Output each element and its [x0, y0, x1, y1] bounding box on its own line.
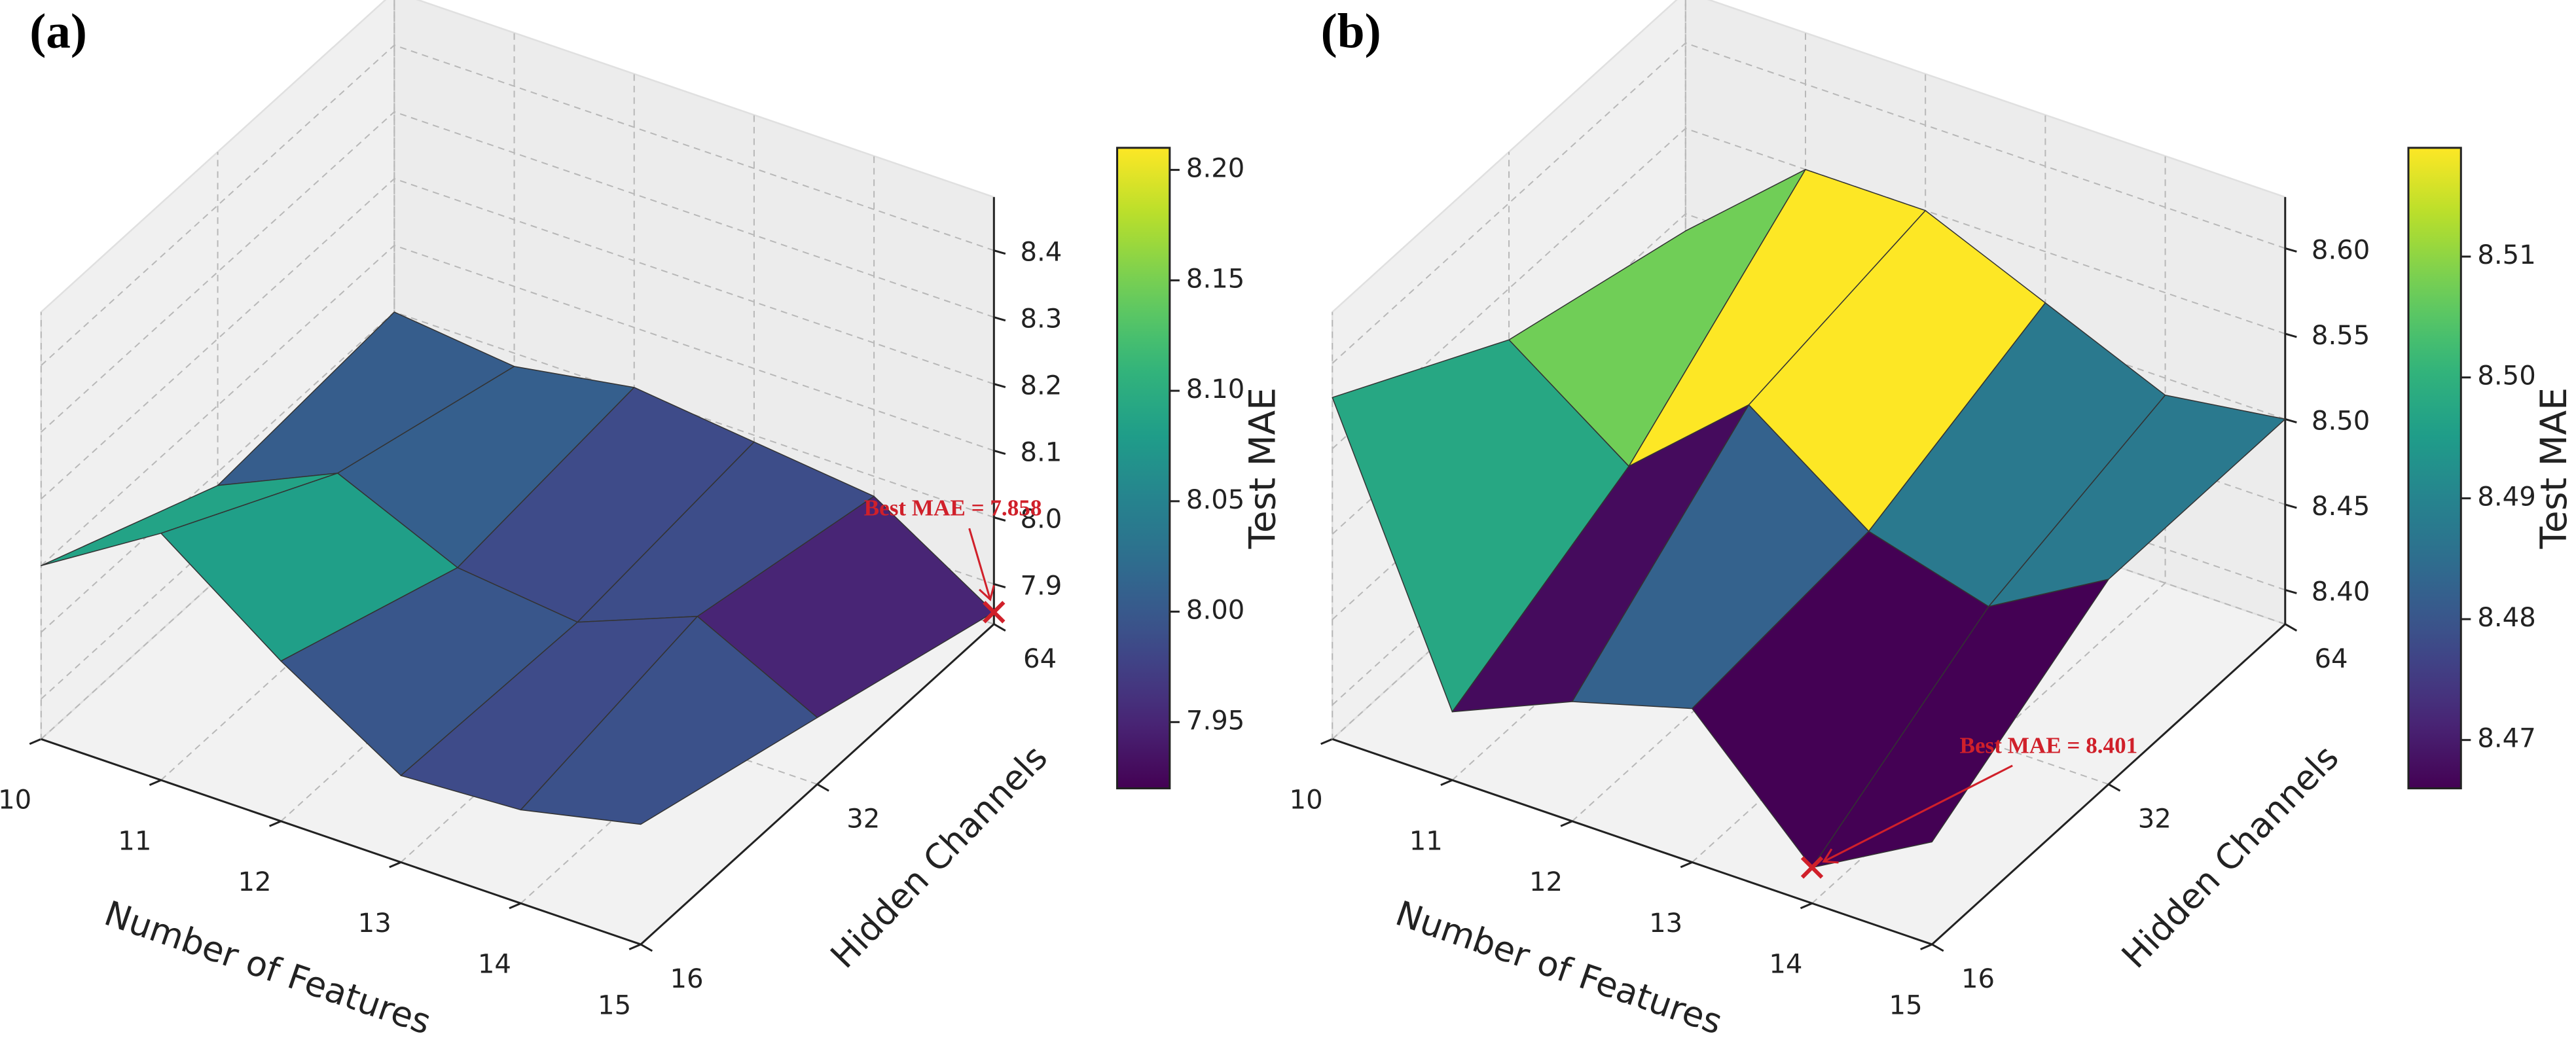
z-tick-label: 8.55 [2312, 321, 2370, 351]
y-tick-label: 64 [2314, 644, 2348, 674]
arrow-head [978, 584, 995, 601]
annotation-arrow [968, 528, 992, 600]
z-tick-label: 8.2 [1020, 371, 1062, 401]
x-tick-label: 15 [1889, 990, 1923, 1020]
tick-mark [1931, 943, 1944, 952]
x-tick-label: 14 [1769, 950, 1802, 980]
tick-mark [2285, 623, 2298, 632]
grid-line [41, 111, 994, 433]
colorbar [1116, 147, 1171, 790]
annotation-text: Best MAE = 7.858 [864, 495, 1042, 521]
y-tick-label: 64 [1023, 644, 1057, 674]
z-tick-label: 8.60 [2312, 235, 2370, 265]
grid-line [41, 177, 994, 500]
colorbar-tick-label: 8.47 [2477, 724, 2535, 754]
colorbar-tick-label: 8.48 [2477, 603, 2535, 633]
colorbar-label: Test MAE [1242, 387, 1284, 549]
panel-label: (a) [29, 4, 87, 58]
tick-mark [29, 738, 42, 745]
tick-mark [1440, 779, 1453, 786]
axis-line [1931, 623, 2286, 946]
axis-line [640, 623, 995, 946]
z-tick-label: 8.3 [1020, 304, 1062, 334]
tick-mark [993, 450, 1006, 456]
x-tick-label: 15 [598, 990, 631, 1020]
arrow-head [1822, 848, 1839, 864]
tick-mark [1560, 820, 1573, 827]
tick-mark [2285, 247, 2297, 253]
z-tick-label: 8.40 [2312, 577, 2370, 607]
colorbar-label: Test MAE [2533, 387, 2575, 549]
y-tick-label: 32 [846, 804, 880, 834]
colorbar-tick-label: 7.95 [1186, 706, 1244, 736]
axis-line [1332, 738, 1932, 946]
tick-mark [2285, 503, 2297, 509]
surface-patch [520, 616, 818, 825]
x-tick-label: 11 [1409, 826, 1443, 856]
tick-mark [640, 943, 653, 952]
grid-line [41, 44, 994, 367]
x-tick-label: 10 [1290, 785, 1323, 815]
tick-mark [993, 249, 1006, 255]
x-tick-label: 11 [118, 826, 151, 856]
grid-line [41, 244, 994, 567]
tick-mark [509, 902, 522, 910]
x-tick-label: 13 [358, 908, 391, 939]
tick-mark [816, 783, 829, 792]
colorbar-tick-label: 8.05 [1186, 485, 1244, 515]
surface-patch [1811, 579, 2109, 868]
tick-mark [389, 861, 401, 868]
tick-mark [993, 383, 1006, 389]
colorbar-tick-label: 8.50 [2477, 361, 2535, 391]
z-tick-label: 7.9 [1020, 571, 1062, 601]
annotation-text: Best MAE = 8.401 [1960, 732, 2138, 758]
tick-mark [2285, 332, 2297, 338]
z-tick-label: 8.50 [2312, 406, 2370, 436]
z-tick-label: 8.4 [1020, 238, 1062, 268]
grid-line [1332, 42, 2286, 364]
tick-mark [993, 623, 1006, 632]
tick-mark [1800, 902, 1813, 910]
colorbar-tick-label: 8.10 [1186, 374, 1244, 404]
best-marker [1800, 856, 1824, 879]
y-tick-label: 32 [2138, 804, 2171, 834]
tick-mark [269, 820, 281, 827]
z-tick-label: 8.1 [1020, 438, 1062, 468]
x-tick-label: 10 [0, 785, 31, 815]
annotation-arrow [1823, 764, 2013, 863]
tick-mark [2108, 783, 2121, 792]
y-axis-label: Hidden Channels [823, 738, 1055, 976]
colorbar-tick-label: 8.15 [1186, 264, 1244, 294]
axis-line [41, 738, 642, 946]
colorbar-tick-label: 8.20 [1186, 154, 1244, 184]
y-axis-label: Hidden Channels [2114, 738, 2347, 976]
panel-label: (b) [1321, 4, 1381, 58]
colorbar-tick-label: 8.51 [2477, 240, 2535, 270]
x-tick-label: 12 [238, 867, 271, 897]
tick-mark [993, 516, 1006, 522]
tick-mark [628, 943, 642, 950]
tick-mark [2285, 588, 2297, 594]
best-marker [983, 601, 1006, 624]
y-tick-label: 16 [670, 964, 703, 994]
tick-mark [149, 779, 162, 786]
tick-mark [1920, 943, 1932, 950]
colorbar-tick-label: 8.49 [2477, 482, 2535, 512]
tick-mark [2285, 418, 2297, 423]
y-tick-label: 16 [1961, 964, 1995, 994]
x-tick-label: 12 [1529, 867, 1563, 897]
tick-mark [993, 316, 1006, 322]
colorbar-tick-label: 8.00 [1186, 596, 1244, 626]
colorbar [2407, 147, 2462, 790]
z-tick-label: 8.45 [2312, 492, 2370, 522]
grid-line [1332, 128, 2286, 450]
tick-mark [993, 582, 1006, 588]
x-tick-label: 13 [1649, 908, 1682, 939]
tick-mark [1320, 738, 1333, 745]
z-tick-label: 8.0 [1020, 505, 1062, 535]
tick-mark [1680, 861, 1693, 868]
x-tick-label: 14 [478, 950, 511, 980]
